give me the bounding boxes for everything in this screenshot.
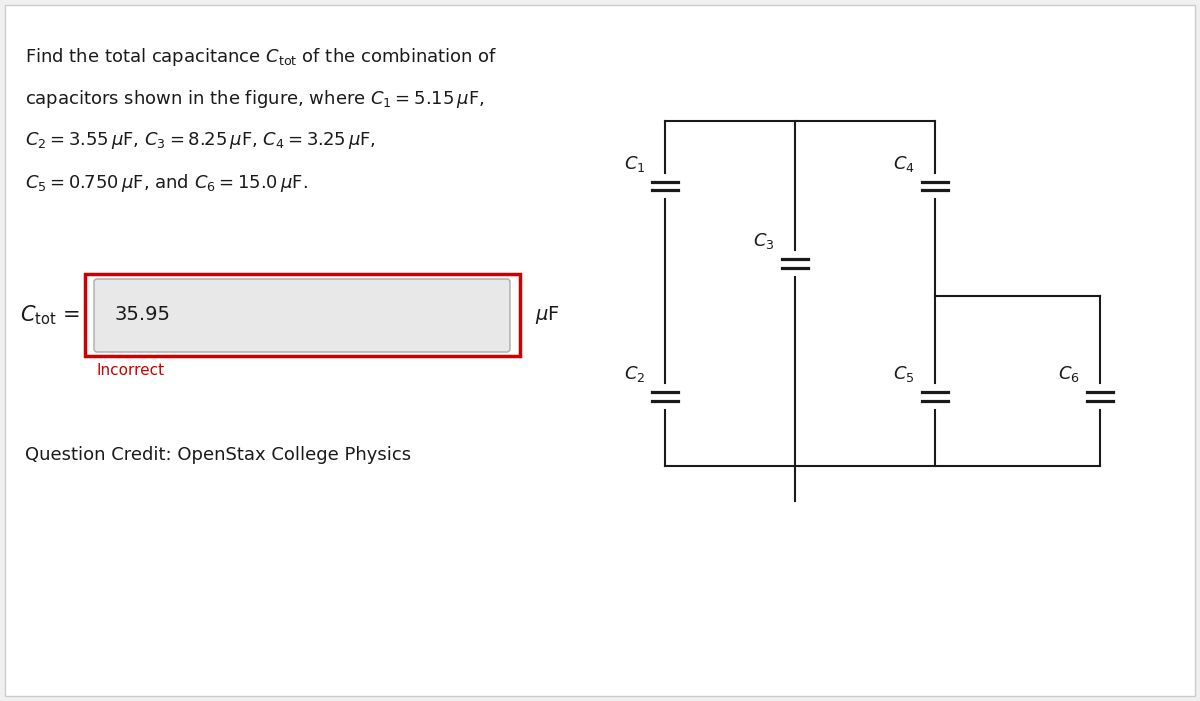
Text: $C_3$: $C_3$: [754, 231, 775, 251]
FancyBboxPatch shape: [85, 274, 520, 356]
FancyBboxPatch shape: [5, 5, 1195, 696]
Text: Question Credit: OpenStax College Physics: Question Credit: OpenStax College Physic…: [25, 446, 412, 464]
Text: $C_6$: $C_6$: [1058, 364, 1080, 384]
Text: $C_1$: $C_1$: [624, 154, 646, 174]
Text: $C_{\mathrm{tot}}$ =: $C_{\mathrm{tot}}$ =: [20, 304, 79, 327]
FancyBboxPatch shape: [94, 279, 510, 352]
Text: $C_2$: $C_2$: [624, 364, 646, 384]
Text: $C_2 = 3.55\,\mu\mathrm{F}$, $C_3 = 8.25\,\mu\mathrm{F}$, $C_4 = 3.25\,\mu\mathr: $C_2 = 3.55\,\mu\mathrm{F}$, $C_3 = 8.25…: [25, 130, 376, 151]
Text: Incorrect: Incorrect: [97, 363, 166, 378]
Text: 35.95: 35.95: [115, 306, 172, 325]
Text: $C_5$: $C_5$: [894, 364, 916, 384]
Text: $C_4$: $C_4$: [893, 154, 916, 174]
Text: capacitors shown in the figure, where $C_1 = 5.15\,\mu\mathrm{F}$,: capacitors shown in the figure, where $C…: [25, 88, 485, 110]
Text: Find the total capacitance $C_{\mathrm{tot}}$ of the combination of: Find the total capacitance $C_{\mathrm{t…: [25, 46, 497, 68]
Text: $\mu$F: $\mu$F: [535, 304, 559, 326]
Text: $C_5 = 0.750\,\mu\mathrm{F}$, and $C_6 = 15.0\,\mu\mathrm{F}$.: $C_5 = 0.750\,\mu\mathrm{F}$, and $C_6 =…: [25, 172, 308, 194]
